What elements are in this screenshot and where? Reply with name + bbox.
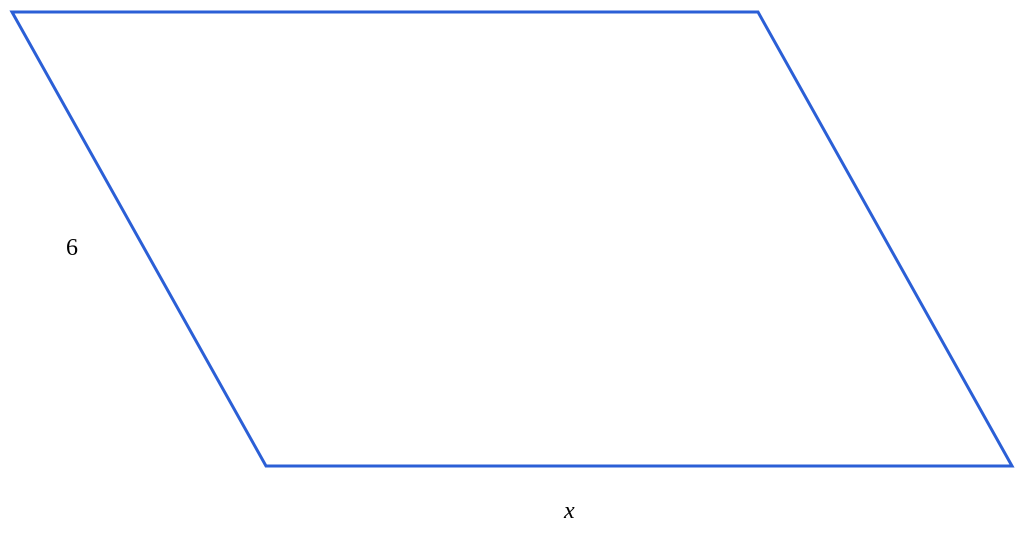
bottom-side-label: x xyxy=(560,498,579,525)
left-side-label-text: 6 xyxy=(66,235,78,261)
parallelogram-svg xyxy=(0,0,1024,550)
left-side-label: 6 xyxy=(62,235,82,262)
parallelogram-shape xyxy=(12,12,1012,466)
parallelogram-diagram: 6 x xyxy=(0,0,1024,550)
bottom-side-label-text: x xyxy=(564,498,575,524)
